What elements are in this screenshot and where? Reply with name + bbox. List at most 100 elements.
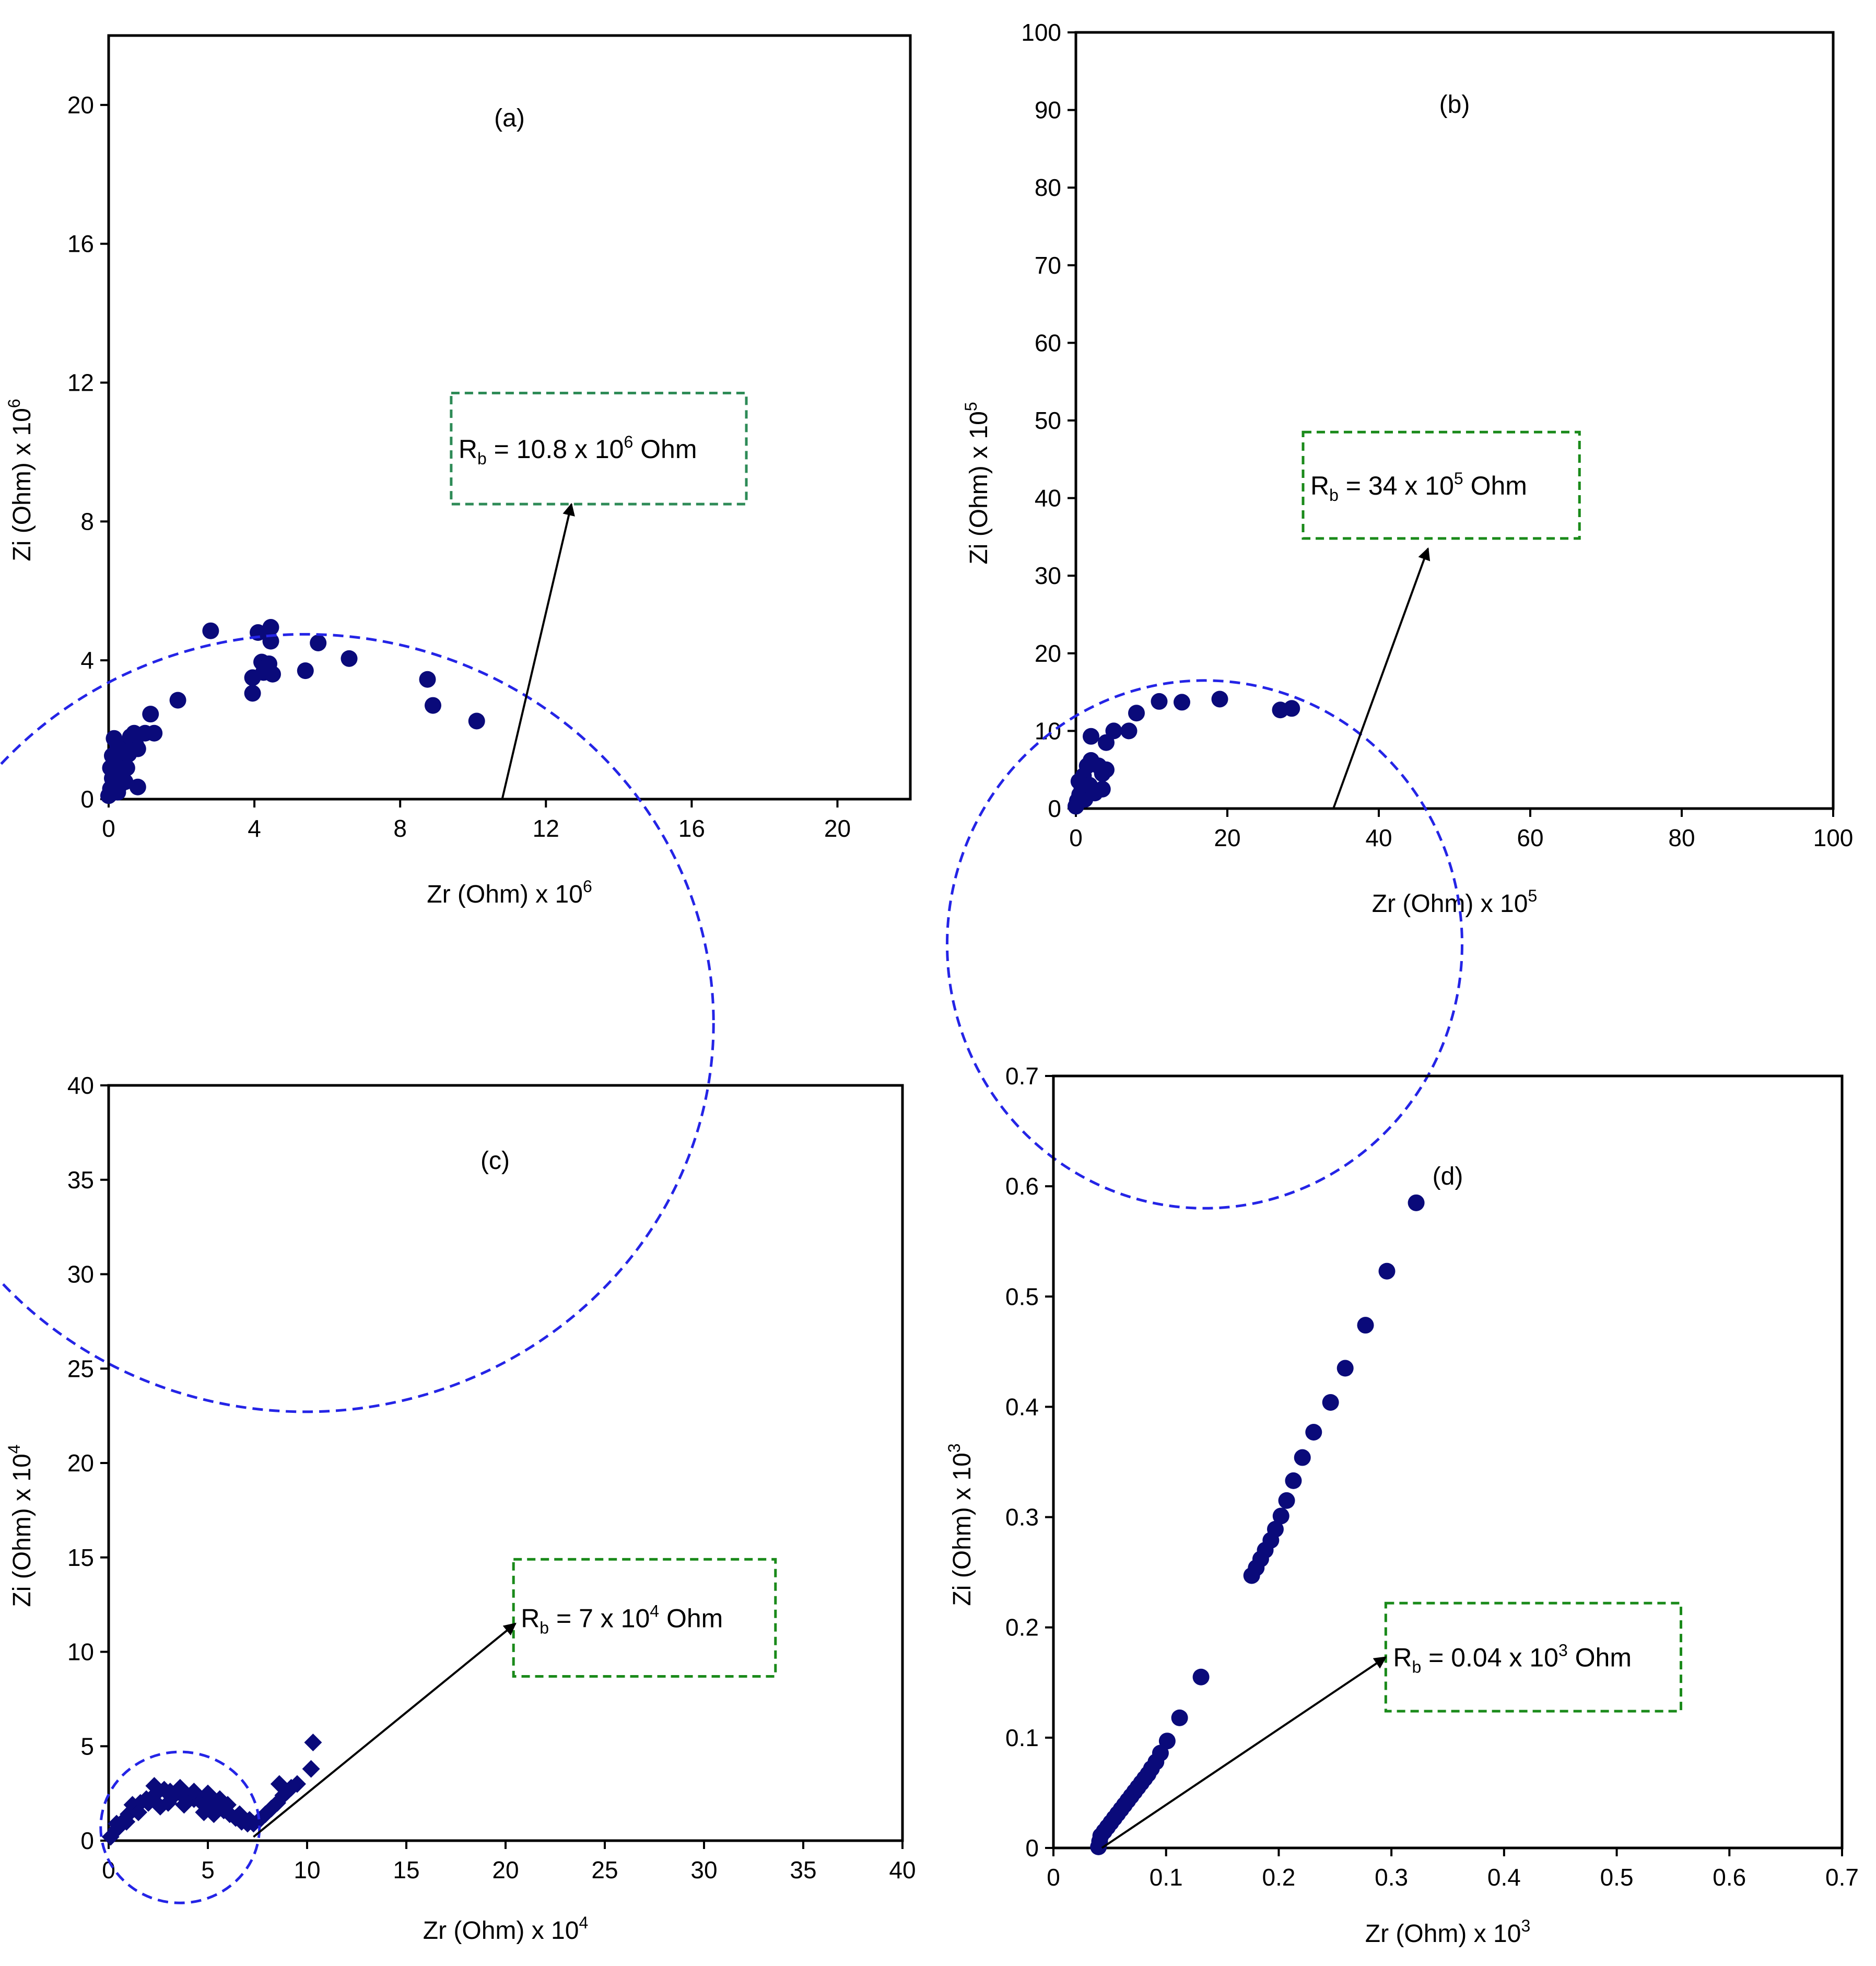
x-tick-label: 0 bbox=[1069, 824, 1083, 851]
rb-subscript: b bbox=[477, 449, 487, 468]
data-point bbox=[129, 778, 146, 795]
data-point bbox=[468, 712, 485, 730]
x-tick-label: 40 bbox=[889, 1856, 916, 1883]
x-axis-title: Zr (Ohm) x 104 bbox=[423, 1913, 588, 1945]
data-point bbox=[142, 706, 159, 723]
rb-symbol: R bbox=[459, 435, 477, 464]
data-point bbox=[185, 1783, 203, 1801]
y-axis-title-base: Zi (Ohm) x 10 bbox=[8, 1454, 36, 1607]
rb-arrow bbox=[1101, 1656, 1387, 1849]
data-point bbox=[1294, 1449, 1311, 1466]
x-axis-title-exponent: 5 bbox=[1528, 886, 1537, 905]
x-tick-label: 4 bbox=[248, 815, 261, 842]
y-tick-label: 30 bbox=[1035, 562, 1061, 589]
rb-subscript: b bbox=[540, 1618, 549, 1637]
data-point bbox=[1322, 1394, 1339, 1411]
data-point bbox=[1378, 1262, 1396, 1280]
data-point bbox=[1283, 700, 1300, 717]
x-tick-label: 30 bbox=[690, 1856, 717, 1883]
plot-frame bbox=[107, 1084, 904, 1842]
x-tick-label: 100 bbox=[1813, 824, 1854, 851]
panel-label: (d) bbox=[1433, 1163, 1463, 1190]
y-tick-label: 0.5 bbox=[1005, 1283, 1039, 1310]
x-axis-title: Zr (Ohm) x 105 bbox=[1372, 886, 1537, 918]
rb-arrow bbox=[253, 1622, 517, 1838]
y-tick-label: 70 bbox=[1035, 252, 1061, 279]
rb-label: Rb = 34 x 105 Ohm bbox=[1310, 469, 1527, 505]
rb-label: Rb = 0.04 x 103 Ohm bbox=[1393, 1641, 1632, 1677]
chart-panel-b: 0 20 40 60 80 100 0 10 20 30 40 50 60 70 80 90 100 Zr (Oh… bbox=[946, 19, 1854, 1210]
y-tick-label: 0.7 bbox=[1005, 1062, 1039, 1090]
rb-annotation-box bbox=[450, 391, 748, 506]
plot-frame bbox=[1074, 31, 1835, 810]
data-point bbox=[302, 1760, 320, 1778]
panel-label: (a) bbox=[494, 104, 525, 132]
x-tick-label: 20 bbox=[492, 1856, 519, 1883]
x-tick-label: 0.7 bbox=[1825, 1864, 1859, 1891]
x-axis-title-exponent: 6 bbox=[583, 877, 592, 896]
x-tick-label: 0.6 bbox=[1713, 1864, 1746, 1891]
x-tick-label: 0 bbox=[102, 815, 115, 842]
data-point bbox=[310, 634, 327, 651]
x-tick-label: 0 bbox=[1047, 1864, 1060, 1891]
y-tick-label: 16 bbox=[67, 230, 94, 258]
data-point bbox=[1151, 693, 1168, 710]
data-point bbox=[1174, 694, 1190, 711]
x-tick-label: 80 bbox=[1668, 824, 1695, 851]
rb-unit: Ohm bbox=[659, 1604, 723, 1633]
x-tick-label: 0.3 bbox=[1375, 1864, 1408, 1891]
rb-exponent: 6 bbox=[624, 432, 633, 451]
y-tick-label: 60 bbox=[1035, 329, 1061, 356]
data-point bbox=[1128, 705, 1145, 722]
rb-annotation-box bbox=[1302, 430, 1581, 540]
y-tick-label: 100 bbox=[1021, 19, 1061, 46]
data-point bbox=[264, 665, 281, 683]
data-point bbox=[1408, 1194, 1425, 1211]
x-tick-label: 25 bbox=[591, 1856, 618, 1883]
data-point bbox=[1152, 1745, 1169, 1762]
rb-value: = 34 x 10 bbox=[1339, 471, 1454, 500]
y-tick-label: 40 bbox=[1035, 485, 1061, 512]
y-axis-title: Zi (Ohm) x 105 bbox=[962, 402, 993, 564]
x-tick-label: 20 bbox=[824, 815, 851, 842]
data-point bbox=[1305, 1423, 1322, 1441]
x-axis-title-base: Zr (Ohm) x 10 bbox=[1372, 890, 1528, 918]
data-point bbox=[175, 1796, 193, 1814]
y-tick-label: 20 bbox=[1035, 640, 1061, 667]
y-tick-label: 0.4 bbox=[1005, 1393, 1039, 1420]
data-point bbox=[1171, 1709, 1188, 1726]
data-point bbox=[1357, 1317, 1374, 1334]
x-tick-label: 15 bbox=[393, 1856, 419, 1883]
x-tick-label: 12 bbox=[533, 815, 559, 842]
y-tick-label: 40 bbox=[67, 1072, 94, 1099]
y-tick-label: 4 bbox=[80, 647, 94, 674]
rb-label: Rb = 7 x 104 Ohm bbox=[521, 1601, 723, 1637]
rb-annotation-box bbox=[512, 1558, 777, 1678]
x-axis-title-exponent: 4 bbox=[579, 1913, 588, 1932]
y-axis-title: Zi (Ohm) x 103 bbox=[945, 1443, 976, 1606]
data-point bbox=[108, 1815, 126, 1833]
y-tick-label: 0.2 bbox=[1005, 1614, 1039, 1641]
semicircle-fit bbox=[0, 633, 715, 1413]
data-point bbox=[341, 650, 358, 667]
y-axis-title-exponent: 3 bbox=[945, 1443, 964, 1453]
data-point bbox=[1105, 722, 1122, 740]
data-point bbox=[240, 1811, 259, 1829]
x-axis-title: Zr (Ohm) x 103 bbox=[1365, 1916, 1530, 1948]
data-point bbox=[1285, 1472, 1302, 1489]
data-point bbox=[151, 1797, 169, 1816]
y-tick-label: 0.6 bbox=[1005, 1173, 1039, 1200]
x-tick-label: 16 bbox=[678, 815, 705, 842]
y-tick-label: 90 bbox=[1035, 97, 1061, 124]
x-tick-label: 8 bbox=[393, 815, 407, 842]
rb-symbol: R bbox=[1310, 471, 1329, 500]
x-tick-label: 10 bbox=[294, 1856, 320, 1883]
y-tick-label: 50 bbox=[1035, 407, 1061, 434]
x-tick-label: 20 bbox=[1214, 824, 1240, 851]
y-tick-label: 0 bbox=[80, 786, 94, 813]
y-axis-title-exponent: 5 bbox=[962, 402, 980, 411]
rb-symbol: R bbox=[521, 1604, 540, 1633]
x-axis-title-base: Zr (Ohm) x 10 bbox=[423, 1917, 579, 1945]
